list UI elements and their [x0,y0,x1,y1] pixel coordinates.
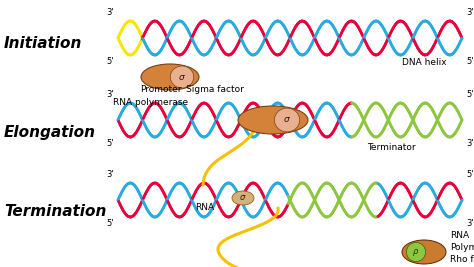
Text: Elongation: Elongation [4,124,96,139]
Ellipse shape [406,242,426,262]
Text: Polymerase: Polymerase [450,243,474,252]
Ellipse shape [170,66,194,88]
Text: $\sigma$: $\sigma$ [178,73,186,81]
Text: 5': 5' [107,139,114,148]
Text: 5': 5' [466,57,474,66]
Ellipse shape [238,106,308,134]
Text: RNA polymerase: RNA polymerase [113,98,188,107]
Text: Terminator: Terminator [367,143,416,152]
Ellipse shape [232,191,254,205]
Text: 5': 5' [107,219,114,228]
Ellipse shape [274,108,300,132]
Ellipse shape [402,240,446,264]
Text: 5': 5' [107,57,114,66]
Text: 3': 3' [466,139,474,148]
Text: $\rho$: $\rho$ [412,246,419,257]
Text: DNA helix: DNA helix [402,58,447,67]
Text: Rho factor: Rho factor [450,255,474,264]
Text: Termination: Termination [4,205,106,219]
Text: $\sigma$: $\sigma$ [283,116,291,124]
Text: 3': 3' [466,8,474,17]
Ellipse shape [141,64,199,90]
Text: 3': 3' [106,90,114,99]
Text: 3': 3' [466,219,474,228]
Text: 5': 5' [466,90,474,99]
Text: $\sigma$: $\sigma$ [239,194,247,202]
Text: Promoter: Promoter [140,85,182,94]
Text: Sigma factor: Sigma factor [186,85,244,94]
Text: Initiation: Initiation [4,36,82,50]
Text: 3': 3' [106,170,114,179]
Text: 5': 5' [466,170,474,179]
Text: RNA: RNA [195,203,215,212]
Text: 3': 3' [106,8,114,17]
Text: RNA: RNA [450,231,469,240]
